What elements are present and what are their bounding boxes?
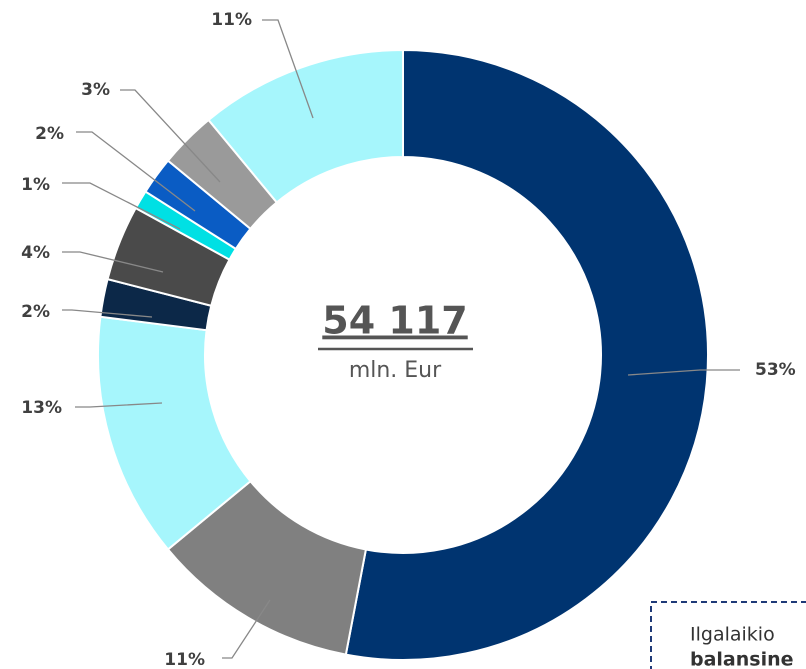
data-label: 11%	[164, 650, 205, 669]
leader-line	[62, 182, 181, 230]
donut	[97, 48, 709, 661]
leader-line	[75, 402, 163, 408]
leader-line	[76, 131, 196, 212]
annotation-line: Ilgalaikio	[690, 624, 775, 646]
slice	[207, 48, 404, 204]
data-label: 1%	[21, 175, 50, 195]
leader-line	[222, 599, 271, 659]
leader-line	[627, 369, 740, 376]
leader-line	[62, 251, 164, 273]
leader-line	[120, 89, 221, 183]
data-label: 11%	[211, 10, 252, 30]
data-label: 3%	[81, 80, 110, 100]
center-unit: mln. Eur	[349, 358, 442, 383]
data-label: 4%	[21, 243, 50, 263]
center-value: 54 117	[322, 299, 467, 343]
data-label: 53%	[755, 360, 796, 380]
data-label: 2%	[21, 302, 50, 322]
labels: 53% 11% 13% 2% 4% 1% 2% 3% 11%	[21, 10, 796, 669]
data-label: 2%	[35, 124, 64, 144]
annotation-line: balansine	[690, 649, 794, 669]
slice	[344, 48, 709, 661]
data-label: 13%	[21, 398, 62, 418]
leader-line	[262, 19, 314, 119]
annotation-box	[650, 601, 806, 669]
leader-line	[62, 309, 153, 318]
